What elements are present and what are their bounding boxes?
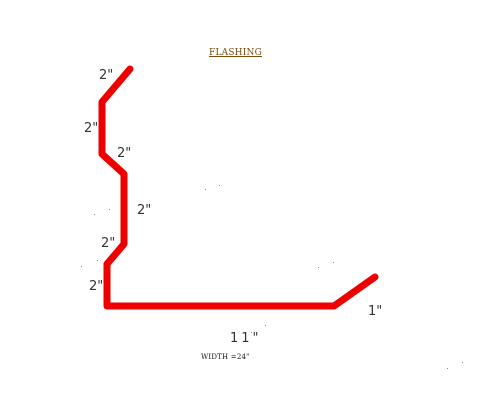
speck (333, 262, 334, 263)
segment-label-lower-vertical: 2" (89, 279, 104, 294)
speck (318, 267, 319, 268)
total-width-note: WIDTH =24" (201, 353, 250, 361)
segment-label-lower-step: 2" (101, 236, 116, 251)
speck (462, 362, 463, 363)
segment-label-top-diagonal: 2" (99, 68, 114, 83)
segment-label-bottom: 11" (230, 331, 262, 346)
speck (109, 209, 110, 210)
flashing-profile-line (98, 65, 379, 310)
speck (265, 325, 266, 326)
segment-label-upper-vertical: 2" (84, 121, 99, 136)
segment-label-end-hem: 1" (368, 304, 383, 319)
speck (205, 189, 206, 190)
speck (97, 260, 98, 261)
speck (447, 368, 448, 369)
speck (251, 332, 252, 333)
segment-label-upper-step: 2" (117, 146, 132, 161)
speck (219, 185, 220, 186)
speck (81, 266, 82, 267)
segment-label-middle-vertical: 2" (137, 203, 152, 218)
diagram-title: FLASHING (209, 48, 262, 58)
speck (94, 214, 95, 215)
